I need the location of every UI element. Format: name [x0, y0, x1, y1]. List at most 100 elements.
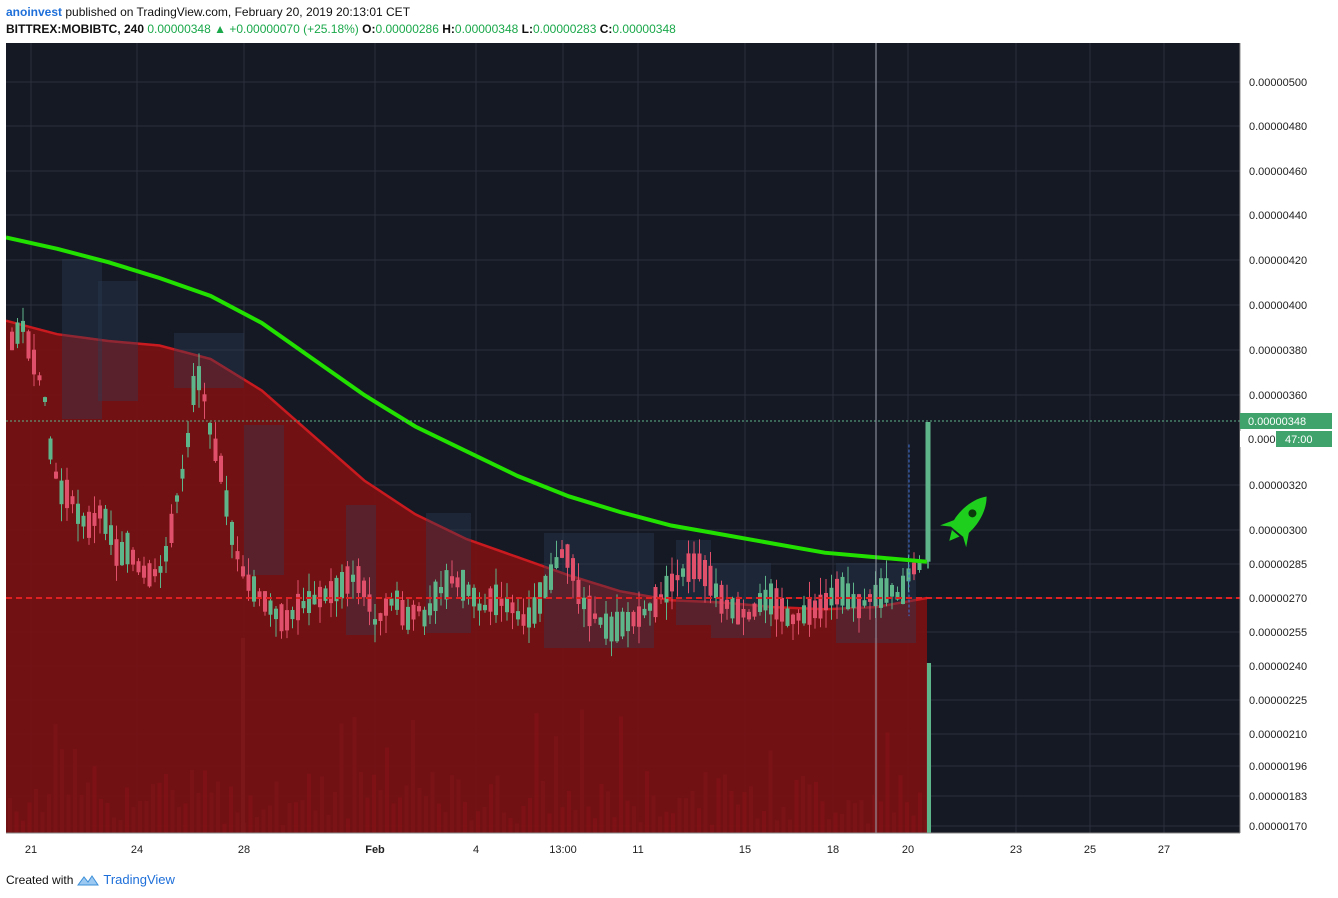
candle-body: [796, 613, 801, 621]
close-value: 0.00000348: [612, 22, 676, 36]
candle-body: [752, 603, 757, 617]
candle-body: [560, 549, 564, 558]
low-value: 0.00000283: [532, 22, 597, 36]
candle-body: [235, 551, 240, 560]
candle-body: [791, 614, 795, 625]
candle-body: [675, 575, 680, 581]
candle-body: [120, 542, 124, 566]
candle-body: [620, 611, 625, 637]
candle-body: [862, 600, 867, 606]
candle-body: [631, 611, 636, 627]
candle-body: [774, 588, 779, 620]
candle-body: [576, 579, 581, 604]
candle-body: [664, 575, 669, 603]
candle-body: [219, 455, 223, 482]
candle-body: [252, 576, 256, 602]
candle-body: [26, 331, 31, 359]
candle-body: [461, 569, 465, 601]
candle-body: [422, 609, 427, 627]
price-tick-label: 0.00000480: [1249, 121, 1307, 133]
candle-body: [516, 611, 520, 620]
candle-body: [373, 619, 377, 625]
price-tick-label: 0.00000400: [1249, 300, 1307, 312]
candle-body: [15, 322, 20, 344]
candle-body: [450, 576, 454, 584]
candle-body: [505, 597, 509, 613]
candle-body: [615, 611, 619, 642]
rocket-icon: [940, 496, 987, 548]
time-axis-panel[interactable]: [6, 833, 1332, 861]
author-link[interactable]: anoinvest: [6, 5, 63, 19]
volume-bar: [926, 663, 931, 833]
candle-body: [87, 511, 91, 538]
candle-body: [384, 598, 388, 616]
tradingview-link[interactable]: TradingView: [103, 872, 175, 887]
countdown-timer: 47:00: [1285, 434, 1313, 446]
candle-body: [593, 613, 597, 619]
open-value: 0.00000286: [375, 22, 439, 36]
candle-body: [917, 560, 922, 570]
candle-body: [428, 603, 432, 616]
candle-body: [142, 565, 146, 578]
candle-body: [719, 584, 724, 614]
candle-body: [521, 614, 526, 626]
price-tick-label: 0.00000420: [1249, 255, 1307, 267]
candle-body: [554, 557, 559, 568]
candle-body: [208, 422, 212, 435]
candle-body: [499, 598, 504, 606]
candle-body: [483, 604, 487, 611]
candle-body: [378, 613, 383, 621]
candle-body: [741, 609, 746, 618]
candle-body: [433, 581, 438, 611]
price-tick-label: 0.00000500: [1249, 77, 1307, 89]
candle-body: [114, 539, 119, 566]
candle-body: [912, 562, 916, 575]
candle-body: [279, 604, 284, 632]
publish-info: published on TradingView.com, February 2…: [65, 5, 411, 19]
candle-body: [510, 602, 515, 614]
candle-body: [747, 611, 751, 620]
candle-body: [653, 587, 658, 618]
candle-body: [54, 471, 58, 479]
candle-body: [356, 566, 361, 593]
tradingview-logo-icon: [77, 874, 100, 885]
up-arrow-icon: ▲: [214, 22, 226, 36]
open-label: O:: [362, 22, 376, 36]
price-tick-label: 0.00000300: [1249, 525, 1307, 537]
candle-body: [582, 597, 586, 610]
candle-body: [131, 549, 135, 565]
candle-body: [136, 561, 141, 573]
candle-body: [164, 546, 168, 562]
candle-body: [307, 591, 311, 613]
red-ma-area: [6, 320, 927, 833]
candle-body: [389, 598, 394, 606]
candle-body: [362, 580, 366, 598]
consolidation-box: [98, 281, 138, 401]
candle-body: [65, 479, 69, 509]
time-tick-label: 13:00: [549, 844, 577, 856]
candle-body: [851, 594, 856, 609]
candle-body: [813, 600, 817, 619]
candle-body: [686, 553, 691, 582]
time-tick-label: 11: [632, 844, 643, 856]
symbol-line: BITTREX:MOBIBTC, 240 0.00000348 ▲ +0.000…: [6, 22, 676, 36]
price-tick-label: 0.00000460: [1249, 166, 1307, 178]
candle-body: [642, 608, 647, 616]
candle-body: [400, 600, 405, 626]
price-tick-label: 0.00000320: [1249, 480, 1307, 492]
candle-body: [345, 566, 350, 594]
consolidation-box: [174, 333, 244, 388]
price-tag-text: 0.00000348: [1248, 416, 1306, 428]
last-price: 0.00000348: [147, 22, 211, 36]
candle-body: [488, 588, 493, 612]
candle-body: [708, 565, 713, 596]
price-tick-label: 0.00000210: [1249, 729, 1307, 741]
price-chart[interactable]: 0.00000500 0.00000480 0.00000460 0.00000440…: [6, 43, 1332, 861]
consolidation-box: [244, 425, 284, 575]
price-change: +0.00000070 (+25.18%): [229, 22, 359, 36]
candle-body: [158, 566, 163, 573]
candle-body: [648, 603, 652, 611]
price-tick-label: 0.00000285: [1249, 559, 1307, 571]
candle-body: [714, 583, 718, 598]
candle-body: [681, 568, 685, 577]
